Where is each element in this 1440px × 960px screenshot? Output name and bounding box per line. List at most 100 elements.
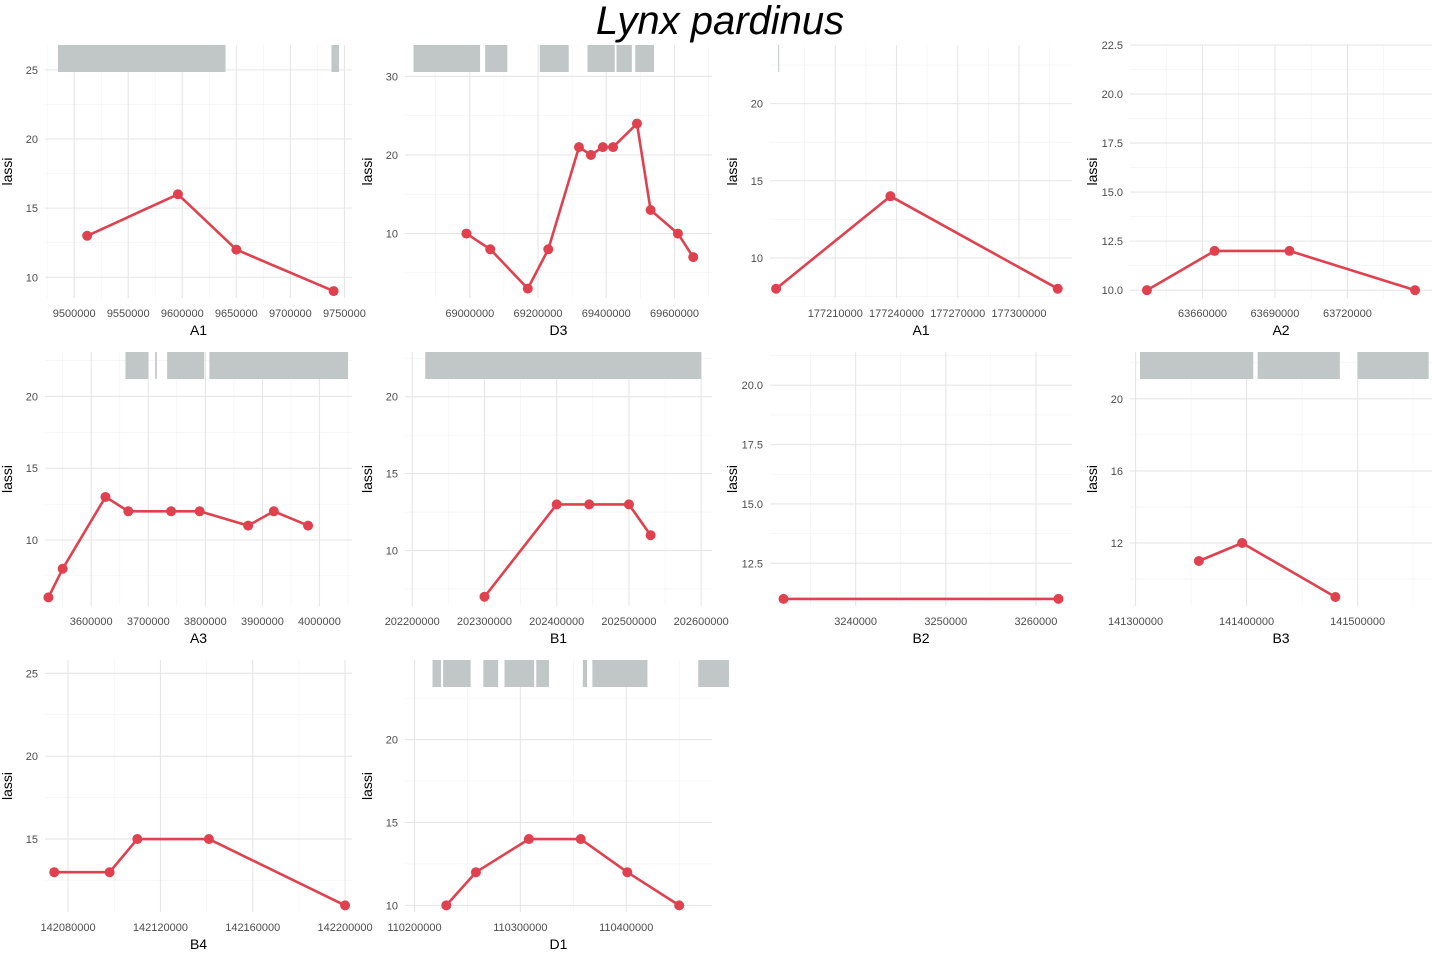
y-axis-label: lassi [724, 157, 740, 185]
series-line [1146, 249, 1416, 292]
x-tick-label: 142120000 [133, 922, 188, 934]
coverage-bar [57, 45, 226, 72]
y-tick-label: 20 [26, 134, 38, 146]
x-tick-label: 9600000 [161, 308, 204, 320]
data-point [57, 563, 68, 574]
x-tick-label: 69200000 [514, 308, 563, 320]
y-axis-label: lassi [359, 157, 375, 185]
series-line [445, 837, 680, 907]
x-tick-label: 202500000 [601, 616, 656, 628]
data-point [771, 283, 782, 294]
data-point [597, 142, 608, 153]
coverage-bar [443, 660, 471, 687]
y-tick-label: 10.0 [1102, 285, 1123, 297]
y-tick-label: 20 [1111, 394, 1123, 406]
x-tick-label: 4000000 [298, 616, 341, 628]
y-tick-label: 15 [26, 463, 38, 475]
y-axis-label: lassi [0, 157, 15, 185]
x-tick-label: 110400000 [599, 922, 653, 934]
data-point [441, 900, 452, 911]
coverage-bar [778, 45, 780, 72]
x-tick-label: 177270000 [930, 308, 985, 320]
x-axis-label: B4 [190, 936, 207, 952]
data-point [1052, 283, 1063, 294]
y-tick-label: 15 [26, 203, 38, 215]
x-tick-label: 202400000 [529, 616, 584, 628]
coverage-bar [209, 352, 349, 379]
y-tick-label: 12.5 [1102, 236, 1123, 248]
x-tick-label: 3900000 [241, 616, 284, 628]
chart-panel-4: 63660000 63690000 63720000 10.0 12.5 15.0 17.5… [1084, 40, 1432, 338]
coverage-bar [432, 660, 441, 687]
coverage-bar [413, 45, 481, 72]
x-tick-label: 3250000 [924, 616, 967, 628]
chart-panel-9: 142080000 142120000 142160000 142200000 15 20… [0, 660, 373, 952]
y-tick-label: 10 [751, 253, 763, 265]
data-point [1237, 537, 1248, 548]
data-point [608, 142, 619, 153]
x-tick-label: 142080000 [41, 922, 96, 934]
data-point [522, 283, 533, 294]
data-point [1330, 591, 1341, 602]
y-tick-label: 20 [26, 751, 38, 763]
y-tick-label: 10 [386, 900, 398, 912]
x-tick-label: 177300000 [991, 308, 1046, 320]
x-tick-label: 69600000 [650, 308, 699, 320]
x-tick-label: 69400000 [582, 308, 631, 320]
data-point [328, 286, 339, 297]
data-point [166, 506, 177, 517]
data-point [688, 252, 699, 263]
series-line [54, 837, 346, 907]
data-point [523, 834, 534, 845]
y-tick-label: 20 [751, 99, 763, 111]
chart-panel-2: 69000000 69200000 69400000 69600000 10 20 30 D3… [359, 45, 712, 338]
data-point [585, 150, 596, 160]
data-point [104, 867, 115, 878]
x-tick-label: 9650000 [215, 308, 258, 320]
y-tick-label: 15.0 [742, 499, 763, 511]
coverage-bar [504, 660, 535, 687]
x-axis-label: A1 [912, 322, 929, 338]
x-tick-label: 142160000 [225, 922, 280, 934]
x-axis-label: D1 [550, 936, 568, 952]
x-tick-label: 63720000 [1323, 308, 1372, 320]
data-point [43, 592, 54, 603]
data-point [303, 520, 314, 531]
data-point [645, 205, 656, 215]
coverage-bar [592, 660, 648, 687]
y-axis-label: lassi [724, 465, 740, 493]
x-axis-label: B1 [550, 630, 567, 646]
coverage-bar [698, 660, 729, 687]
data-point [243, 520, 254, 531]
y-tick-label: 15 [386, 817, 398, 829]
y-tick-label: 10 [386, 229, 398, 241]
x-tick-label: 63690000 [1250, 308, 1299, 320]
y-tick-label: 20 [386, 150, 398, 162]
coverage-bar [155, 352, 157, 379]
y-tick-label: 25 [26, 65, 38, 77]
y-tick-label: 22.5 [1102, 40, 1123, 52]
data-point [1410, 285, 1421, 296]
coverage-bar [1257, 352, 1340, 379]
data-point [1209, 245, 1220, 256]
coverage-bar [125, 352, 149, 379]
data-point [1284, 245, 1295, 256]
coverage-bar [587, 45, 615, 72]
data-point [1141, 285, 1152, 296]
y-tick-label: 17.5 [742, 440, 763, 452]
data-point [100, 491, 111, 502]
y-axis-label: lassi [1084, 465, 1100, 493]
x-tick-label: 141500000 [1330, 616, 1385, 628]
coverage-bar [483, 660, 499, 687]
coverage-bar [331, 45, 340, 72]
x-tick-label: 110200000 [387, 922, 441, 934]
coverage-bar [485, 45, 508, 72]
coverage-bar [1139, 352, 1254, 379]
data-point [123, 506, 134, 517]
x-tick-label: 9550000 [107, 308, 150, 320]
coverage-bar [536, 660, 549, 687]
y-tick-label: 10 [386, 546, 398, 558]
coverage-bar [425, 352, 702, 379]
x-tick-label: 63660000 [1178, 308, 1227, 320]
x-axis-label: B2 [912, 630, 929, 646]
